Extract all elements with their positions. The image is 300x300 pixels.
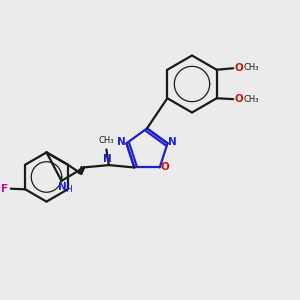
Text: N: N	[117, 136, 126, 146]
Text: CH₃: CH₃	[99, 136, 114, 145]
Text: CH₃: CH₃	[244, 64, 259, 73]
Text: N: N	[103, 154, 112, 164]
Text: N: N	[58, 182, 67, 193]
Text: F: F	[1, 184, 8, 194]
Text: N: N	[168, 136, 177, 146]
Text: O: O	[234, 94, 243, 104]
Text: O: O	[161, 163, 170, 172]
Text: O: O	[234, 63, 243, 73]
Text: H: H	[65, 185, 72, 194]
Text: CH₃: CH₃	[244, 95, 259, 104]
